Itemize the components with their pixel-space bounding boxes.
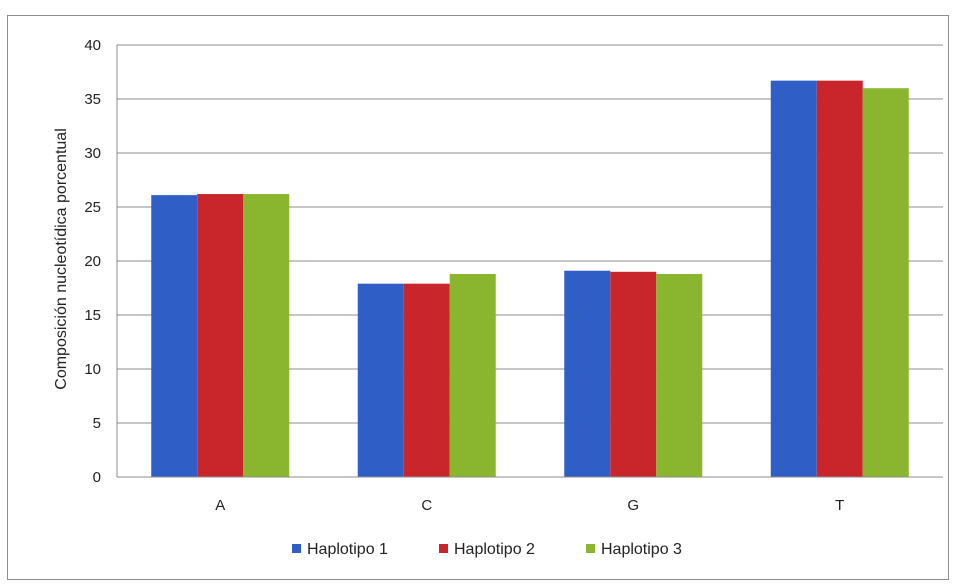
y-tick-labels: 0 5 10 15 20 25 30 35 40 xyxy=(84,37,101,486)
bar-a-series-1 xyxy=(151,195,198,477)
y-tick-label: 10 xyxy=(84,361,101,378)
legend-label: Haplotipo 2 xyxy=(454,541,535,558)
bar-t-series-1 xyxy=(770,80,817,477)
legend-item: Haplotipo 2 xyxy=(439,541,535,558)
bar-g-series-3 xyxy=(656,273,703,477)
bar-c-series-1 xyxy=(357,283,404,477)
bar-t-series-2 xyxy=(816,80,863,477)
y-tick-label: 0 xyxy=(93,469,101,486)
legend: Haplotipo 1 Haplotipo 2 Haplotipo 3 xyxy=(292,541,682,558)
bar-g-series-2 xyxy=(610,271,657,477)
legend-item: Haplotipo 1 xyxy=(292,541,388,558)
bar-t-series-3 xyxy=(862,88,909,477)
x-tick-label: C xyxy=(421,497,432,514)
y-axis-title: Composición nucleotídica porcentual xyxy=(53,128,70,389)
legend-swatch xyxy=(586,544,595,553)
y-tick-label: 25 xyxy=(84,199,101,216)
y-tick-label: 15 xyxy=(84,307,101,324)
bars xyxy=(151,80,909,478)
bar-a-series-2 xyxy=(197,194,244,478)
bar-c-series-3 xyxy=(449,273,496,477)
y-tick-label: 35 xyxy=(84,91,101,108)
legend-item: Haplotipo 3 xyxy=(586,541,682,558)
bar-a-series-3 xyxy=(243,194,290,478)
legend-swatch xyxy=(292,544,301,553)
y-tick-label: 20 xyxy=(84,253,101,270)
legend-swatch xyxy=(439,544,448,553)
legend-label: Haplotipo 3 xyxy=(601,541,682,558)
x-tick-label: G xyxy=(627,497,639,514)
y-tick-label: 40 xyxy=(84,37,101,54)
bar-c-series-2 xyxy=(403,283,450,477)
y-tick-label: 30 xyxy=(84,145,101,162)
legend-label: Haplotipo 1 xyxy=(307,541,388,558)
bar-g-series-1 xyxy=(564,270,611,477)
x-tick-label: T xyxy=(835,497,844,514)
y-tick-label: 5 xyxy=(93,415,101,432)
x-tick-label: A xyxy=(215,497,225,514)
